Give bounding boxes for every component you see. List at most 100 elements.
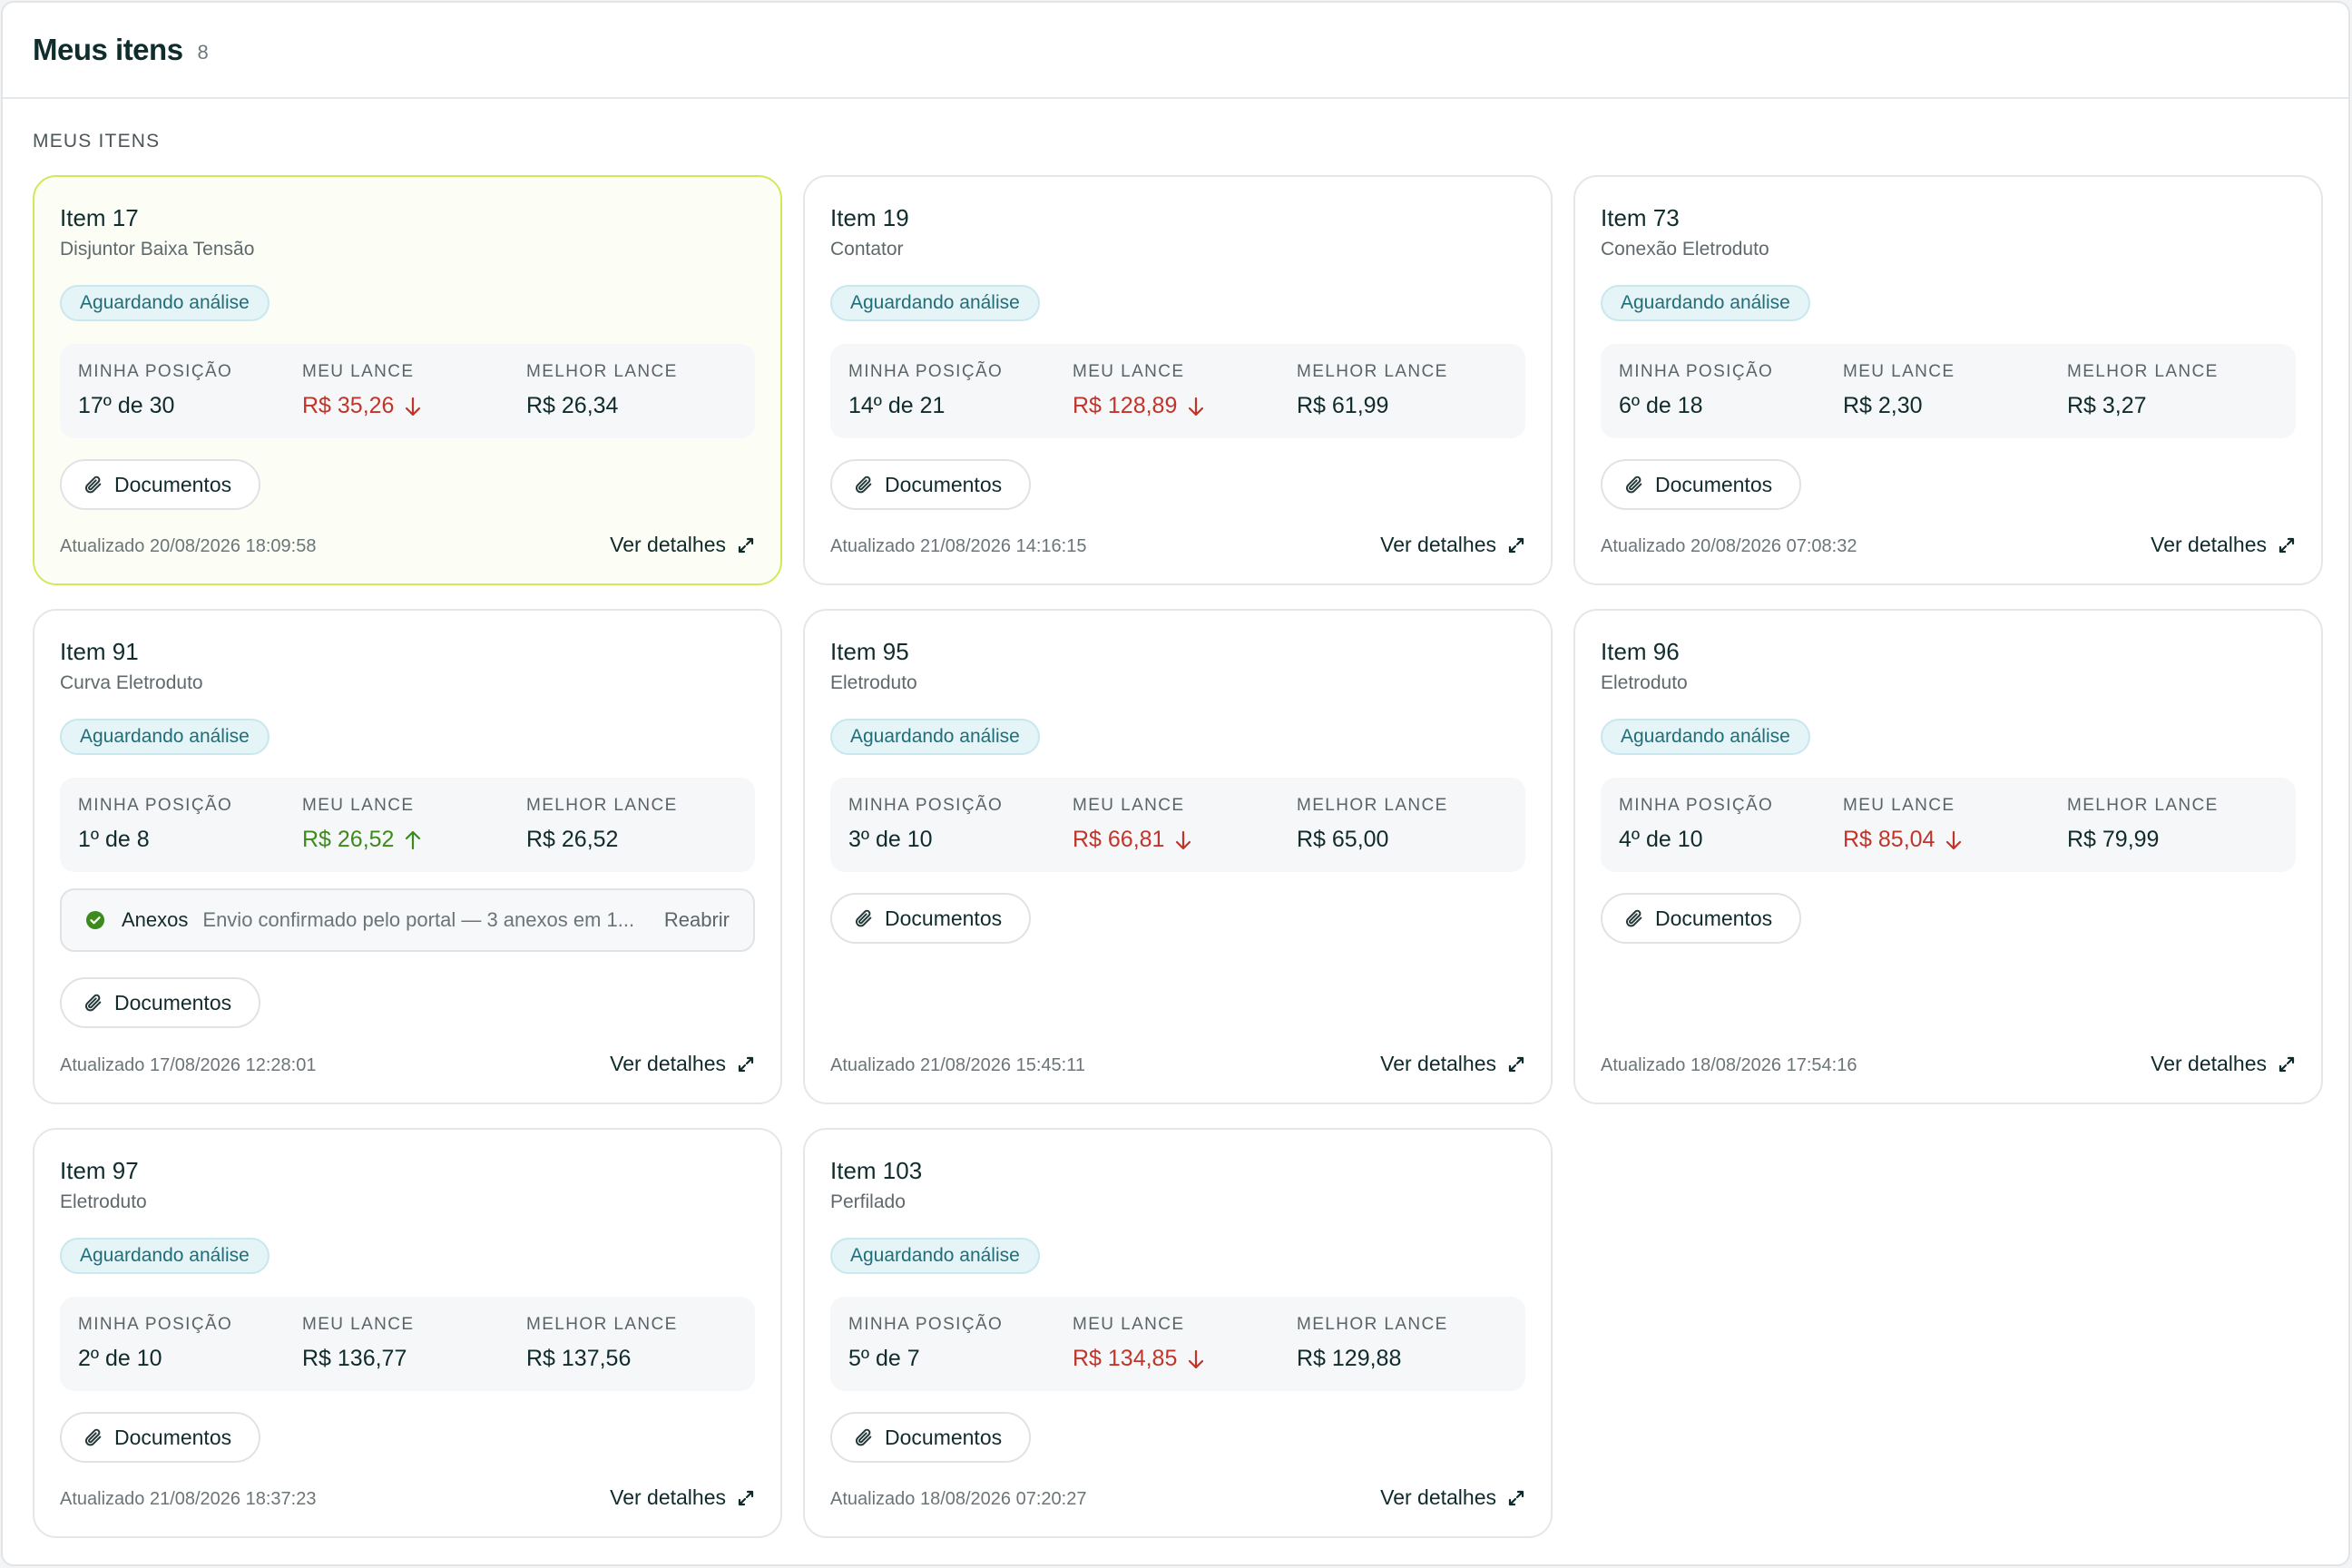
stat-best-bid: MELHOR LANCE R$ 65,00 [1297,796,1448,853]
arrow-up-icon [406,830,421,849]
stat-best-bid-label: MELHOR LANCE [526,1315,678,1334]
item-card-5: Item 95 Eletroduto Aguardando análise MI… [803,609,1553,1104]
expand-icon [1508,1490,1524,1505]
stat-my-bid-value: R$ 134,85 [1073,1346,1206,1372]
page-title: Meus itens [33,33,183,66]
arrow-down-icon [1189,397,1204,416]
documents-button[interactable]: Documentos [60,1412,261,1463]
item-card-4: Item 91 Curva Eletroduto Aguardando anál… [33,609,782,1104]
annex-label: Anexos [122,908,189,931]
stat-best-bid-label: MELHOR LANCE [1297,1315,1448,1334]
documents-button[interactable]: Documentos [60,459,261,510]
status-badge: Aguardando análise [1601,285,1810,321]
documents-label: Documentos [885,473,1003,496]
item-subtitle: Eletroduto [830,672,917,693]
bid-stats: MINHA POSIÇÃO 3º de 10 MEU LANCE R$ 66,8… [830,778,1525,872]
stat-best-bid: MELHOR LANCE R$ 26,34 [526,362,678,419]
stat-my-bid-value: R$ 26,52 [302,827,423,853]
status-badge: Aguardando análise [60,1238,270,1274]
documents-button[interactable]: Documentos [830,893,1032,944]
section-label: MEUS ITENS [33,131,161,152]
stat-my-bid: MEU LANCE R$ 134,85 [1073,1315,1206,1372]
item-subtitle: Contator [830,239,904,260]
expand-icon [738,1490,754,1505]
view-details-label: Ver detalhes [610,1052,726,1075]
reopen-button[interactable]: Reabrir [663,908,730,931]
updated-timestamp: Atualizado 18/08/2026 17:54:16 [1601,1055,1857,1075]
documents-button[interactable]: Documentos [830,1412,1032,1463]
view-details-link[interactable]: Ver detalhes [2151,533,2296,557]
view-details-link[interactable]: Ver detalhes [1380,533,1525,557]
item-title: Item 97 [60,1157,139,1184]
updated-timestamp: Atualizado 21/08/2026 15:45:11 [830,1055,1085,1075]
item-card-8: Item 103 Perfilado Aguardando análise MI… [803,1128,1553,1538]
item-card-7: Item 97 Eletroduto Aguardando análise MI… [33,1128,782,1538]
view-details-link[interactable]: Ver detalhes [1380,1485,1525,1510]
stat-position: MINHA POSIÇÃO 14º de 21 [848,362,1003,419]
view-details-link[interactable]: Ver detalhes [610,1485,755,1510]
stat-position: MINHA POSIÇÃO 5º de 7 [848,1315,1003,1372]
documents-button[interactable]: Documentos [1601,893,1802,944]
paperclip-icon [84,994,102,1012]
stat-my-bid-value: R$ 136,77 [302,1346,407,1371]
stat-best-bid-label: MELHOR LANCE [2067,362,2219,381]
documents-label: Documentos [114,991,232,1014]
stat-position: MINHA POSIÇÃO 1º de 8 [78,796,232,853]
stat-best-bid: MELHOR LANCE R$ 79,99 [2067,796,2219,853]
stat-position: MINHA POSIÇÃO 3º de 10 [848,796,1003,853]
status-badge: Aguardando análise [1601,719,1810,755]
view-details-label: Ver detalhes [1380,1485,1496,1509]
stat-position-value: 3º de 10 [848,827,933,852]
arrow-down-icon [1189,1349,1204,1368]
arrow-down-icon [1176,830,1191,849]
stat-best-bid-value: R$ 137,56 [526,1346,632,1371]
documents-button[interactable]: Documentos [60,977,261,1028]
stat-best-bid-label: MELHOR LANCE [526,362,678,381]
stat-position: MINHA POSIÇÃO 6º de 18 [1619,362,1773,419]
stat-my-bid-label: MEU LANCE [302,362,415,381]
stat-my-bid: MEU LANCE R$ 2,30 [1843,362,1955,419]
items-grid: Item 17 Disjuntor Baixa Tensão Aguardand… [33,175,2323,1538]
stat-position-label: MINHA POSIÇÃO [78,362,233,381]
view-details-link[interactable]: Ver detalhes [2151,1052,2296,1076]
stat-my-bid: MEU LANCE R$ 85,04 [1843,796,1964,853]
expand-icon [1508,1056,1524,1072]
stat-position-value: 6º de 18 [1619,393,1703,418]
view-details-link[interactable]: Ver detalhes [1380,1052,1525,1076]
documents-label: Documentos [885,906,1003,930]
annex-status: Anexos Envio confirmado pelo portal — 3 a… [60,888,755,952]
item-subtitle: Eletroduto [60,1191,147,1212]
stat-position: MINHA POSIÇÃO 2º de 10 [78,1315,232,1372]
documents-button[interactable]: Documentos [830,459,1032,510]
item-subtitle: Perfilado [830,1191,906,1212]
stat-my-bid: MEU LANCE R$ 35,26 [302,362,423,419]
status-badge: Aguardando análise [830,285,1040,321]
stat-position-label: MINHA POSIÇÃO [848,796,1004,815]
paperclip-icon [855,475,872,494]
updated-timestamp: Atualizado 18/08/2026 07:20:27 [830,1489,1087,1509]
paperclip-icon [1625,475,1642,494]
item-title: Item 96 [1601,638,1680,665]
status-badge: Aguardando análise [60,285,270,321]
paperclip-icon [1625,909,1642,927]
bid-stats: MINHA POSIÇÃO 1º de 8 MEU LANCE R$ 26,52… [60,778,755,872]
view-details-link[interactable]: Ver detalhes [610,533,755,557]
stat-my-bid-label: MEU LANCE [1843,796,1955,815]
stat-position-value: 5º de 7 [848,1346,920,1371]
view-details-link[interactable]: Ver detalhes [610,1052,755,1076]
documents-label: Documentos [885,1426,1003,1449]
item-title: Item 95 [830,638,909,665]
stat-my-bid: MEU LANCE R$ 128,89 [1073,362,1206,419]
stat-best-bid-value: R$ 129,88 [1297,1346,1402,1371]
documents-label: Documentos [1655,473,1773,496]
expand-icon [2278,1056,2295,1072]
stat-my-bid-value: R$ 66,81 [1073,827,1193,853]
stat-best-bid: MELHOR LANCE R$ 137,56 [526,1315,678,1372]
item-count: 8 [197,41,209,64]
stat-position-label: MINHA POSIÇÃO [848,1315,1004,1334]
view-details-label: Ver detalhes [610,1485,726,1509]
stat-position-label: MINHA POSIÇÃO [78,796,233,815]
documents-button[interactable]: Documentos [1601,459,1802,510]
expand-icon [1508,537,1524,553]
arrow-down-icon [406,397,421,416]
